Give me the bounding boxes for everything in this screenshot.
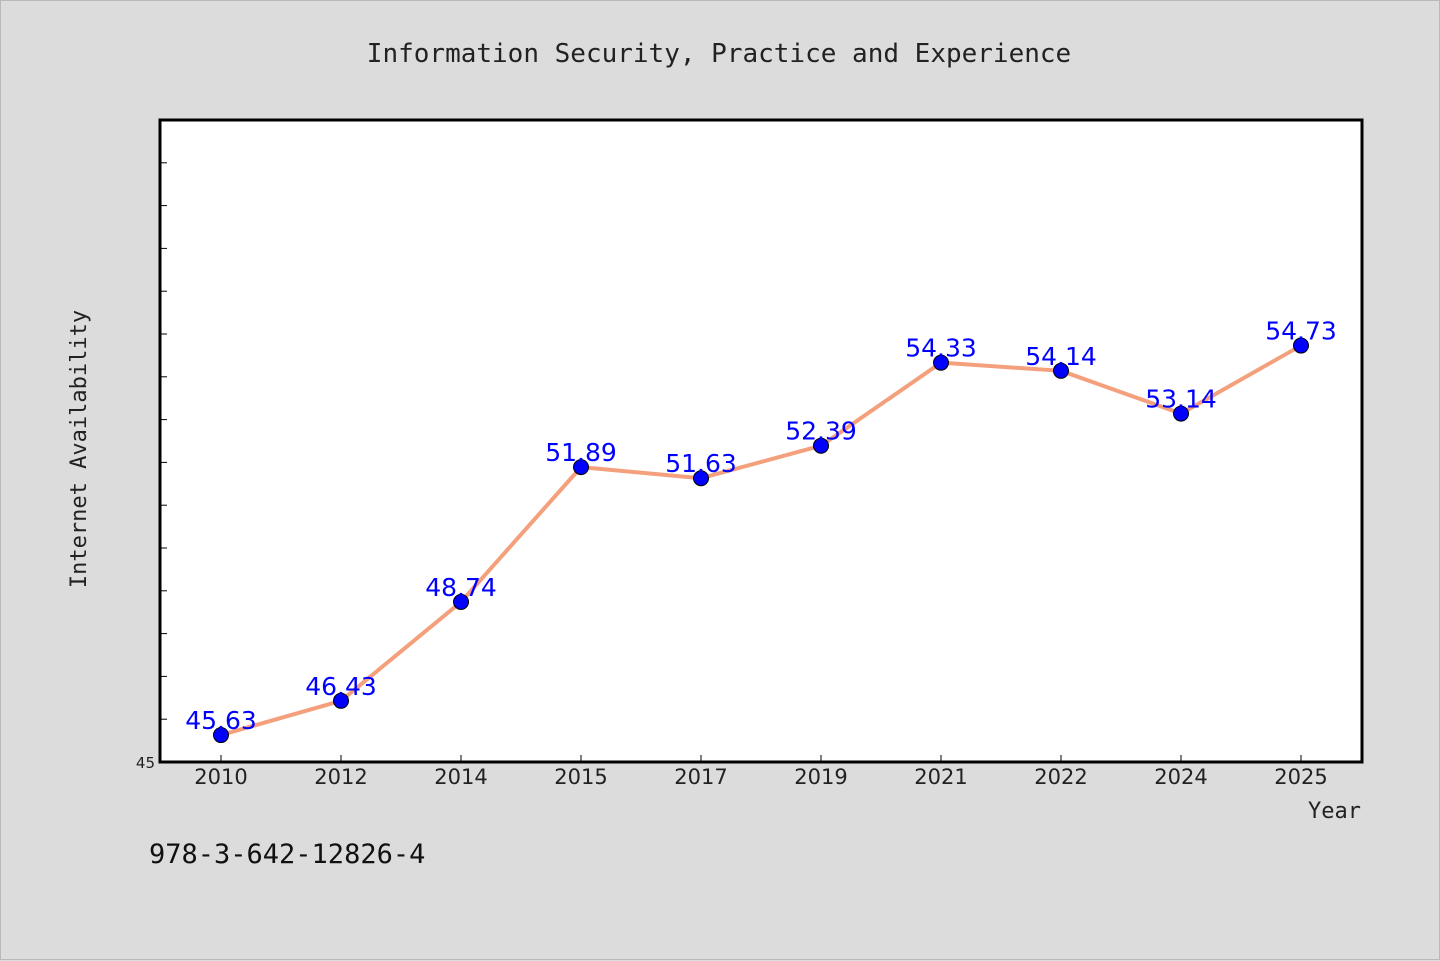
y-axis-ticks: 45 — [136, 119, 167, 772]
data-label: 48.74 — [425, 573, 497, 602]
x-axis-label: Year — [1308, 799, 1361, 824]
x-axis-tick-labels: 2010 2012 2014 2015 2017 2019 2021 2022 2024 2025 — [194, 755, 1328, 789]
y-tick-label: 45 — [136, 754, 155, 772]
data-series: 45.63 46.43 48.74 51.89 51.63 52.39 54.33 54.14… — [185, 317, 1337, 744]
data-point — [333, 692, 349, 709]
data-label: 51.89 — [545, 438, 617, 467]
plot-area — [158, 118, 1364, 764]
data-label: 54.73 — [1265, 317, 1337, 346]
chart-title: Information Security, Practice and Exper… — [367, 39, 1071, 69]
data-label: 54.33 — [905, 334, 977, 363]
data-point — [573, 459, 589, 476]
x-tick-label: 2010 — [194, 765, 247, 789]
x-tick-label: 2017 — [674, 765, 727, 789]
data-label: 54.14 — [1025, 342, 1097, 371]
data-label: 45.63 — [185, 706, 257, 735]
data-point — [213, 727, 229, 744]
data-point — [1293, 337, 1309, 354]
isbn-footer: 978-3-642-12826-4 — [149, 839, 425, 870]
data-label: 51.63 — [665, 449, 737, 478]
y-axis-label: Internet Availability — [67, 310, 92, 588]
x-tick-label: 2022 — [1034, 765, 1087, 789]
data-label: 46.43 — [305, 672, 377, 701]
data-point — [933, 354, 949, 371]
data-point — [453, 593, 469, 610]
data-point — [693, 470, 709, 487]
data-point — [1173, 405, 1189, 422]
data-point — [1053, 362, 1069, 379]
data-point — [813, 437, 829, 454]
x-tick-label: 2014 — [434, 765, 487, 789]
x-tick-label: 2024 — [1154, 765, 1207, 789]
x-tick-label: 2025 — [1274, 765, 1327, 789]
data-label: 53.14 — [1145, 385, 1217, 414]
data-label: 52.39 — [785, 417, 857, 446]
x-tick-label: 2015 — [554, 765, 607, 789]
x-tick-label: 2021 — [914, 765, 967, 789]
x-tick-label: 2012 — [314, 765, 367, 789]
x-tick-label: 2019 — [794, 765, 847, 789]
series-line — [220, 343, 1302, 737]
